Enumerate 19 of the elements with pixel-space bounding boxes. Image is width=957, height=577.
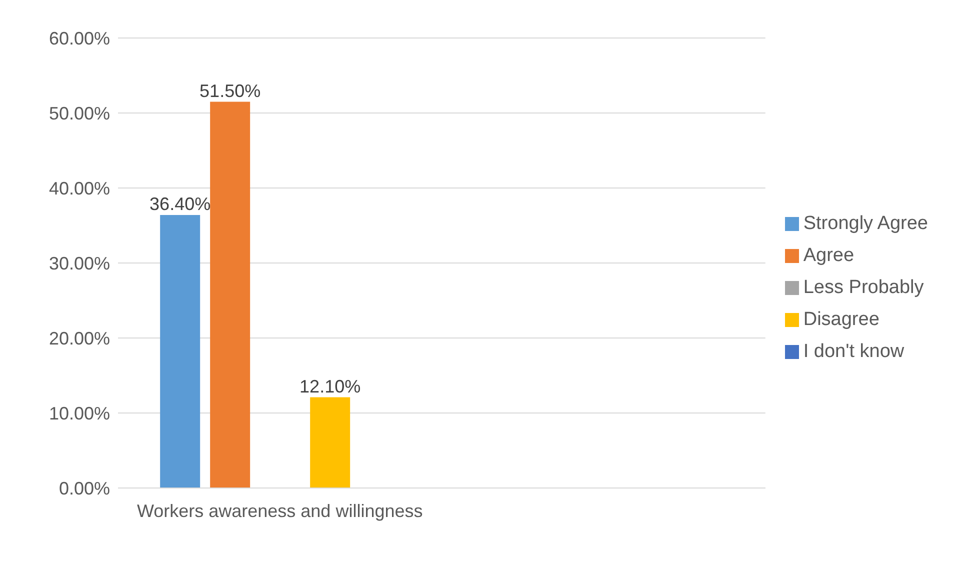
y-tick-label: 40.00%: [48, 178, 110, 198]
bar: [310, 397, 350, 488]
bar: [160, 215, 200, 488]
data-label: 36.40%: [150, 194, 211, 214]
y-tick-label: 30.00%: [48, 253, 110, 274]
legend-label: Less Probably: [803, 277, 924, 298]
data-label: 12.10%: [300, 376, 361, 396]
data-label: 51.50%: [200, 80, 261, 101]
legend-label: I don't know: [803, 341, 904, 362]
y-tick-label: 20.00%: [48, 328, 110, 348]
legend-label: Strongly Agree: [803, 213, 928, 234]
y-tick-label: 50.00%: [48, 103, 110, 124]
y-tick-label: 10.00%: [48, 403, 110, 424]
bar: [210, 102, 250, 488]
legend-label: Disagree: [803, 309, 880, 330]
x-tick-label: Workers awareness and willingness: [136, 500, 423, 521]
y-tick-label: 0.00%: [58, 478, 110, 498]
legend-label: Agree: [803, 245, 854, 266]
y-tick-label: 60.00%: [48, 28, 110, 48]
